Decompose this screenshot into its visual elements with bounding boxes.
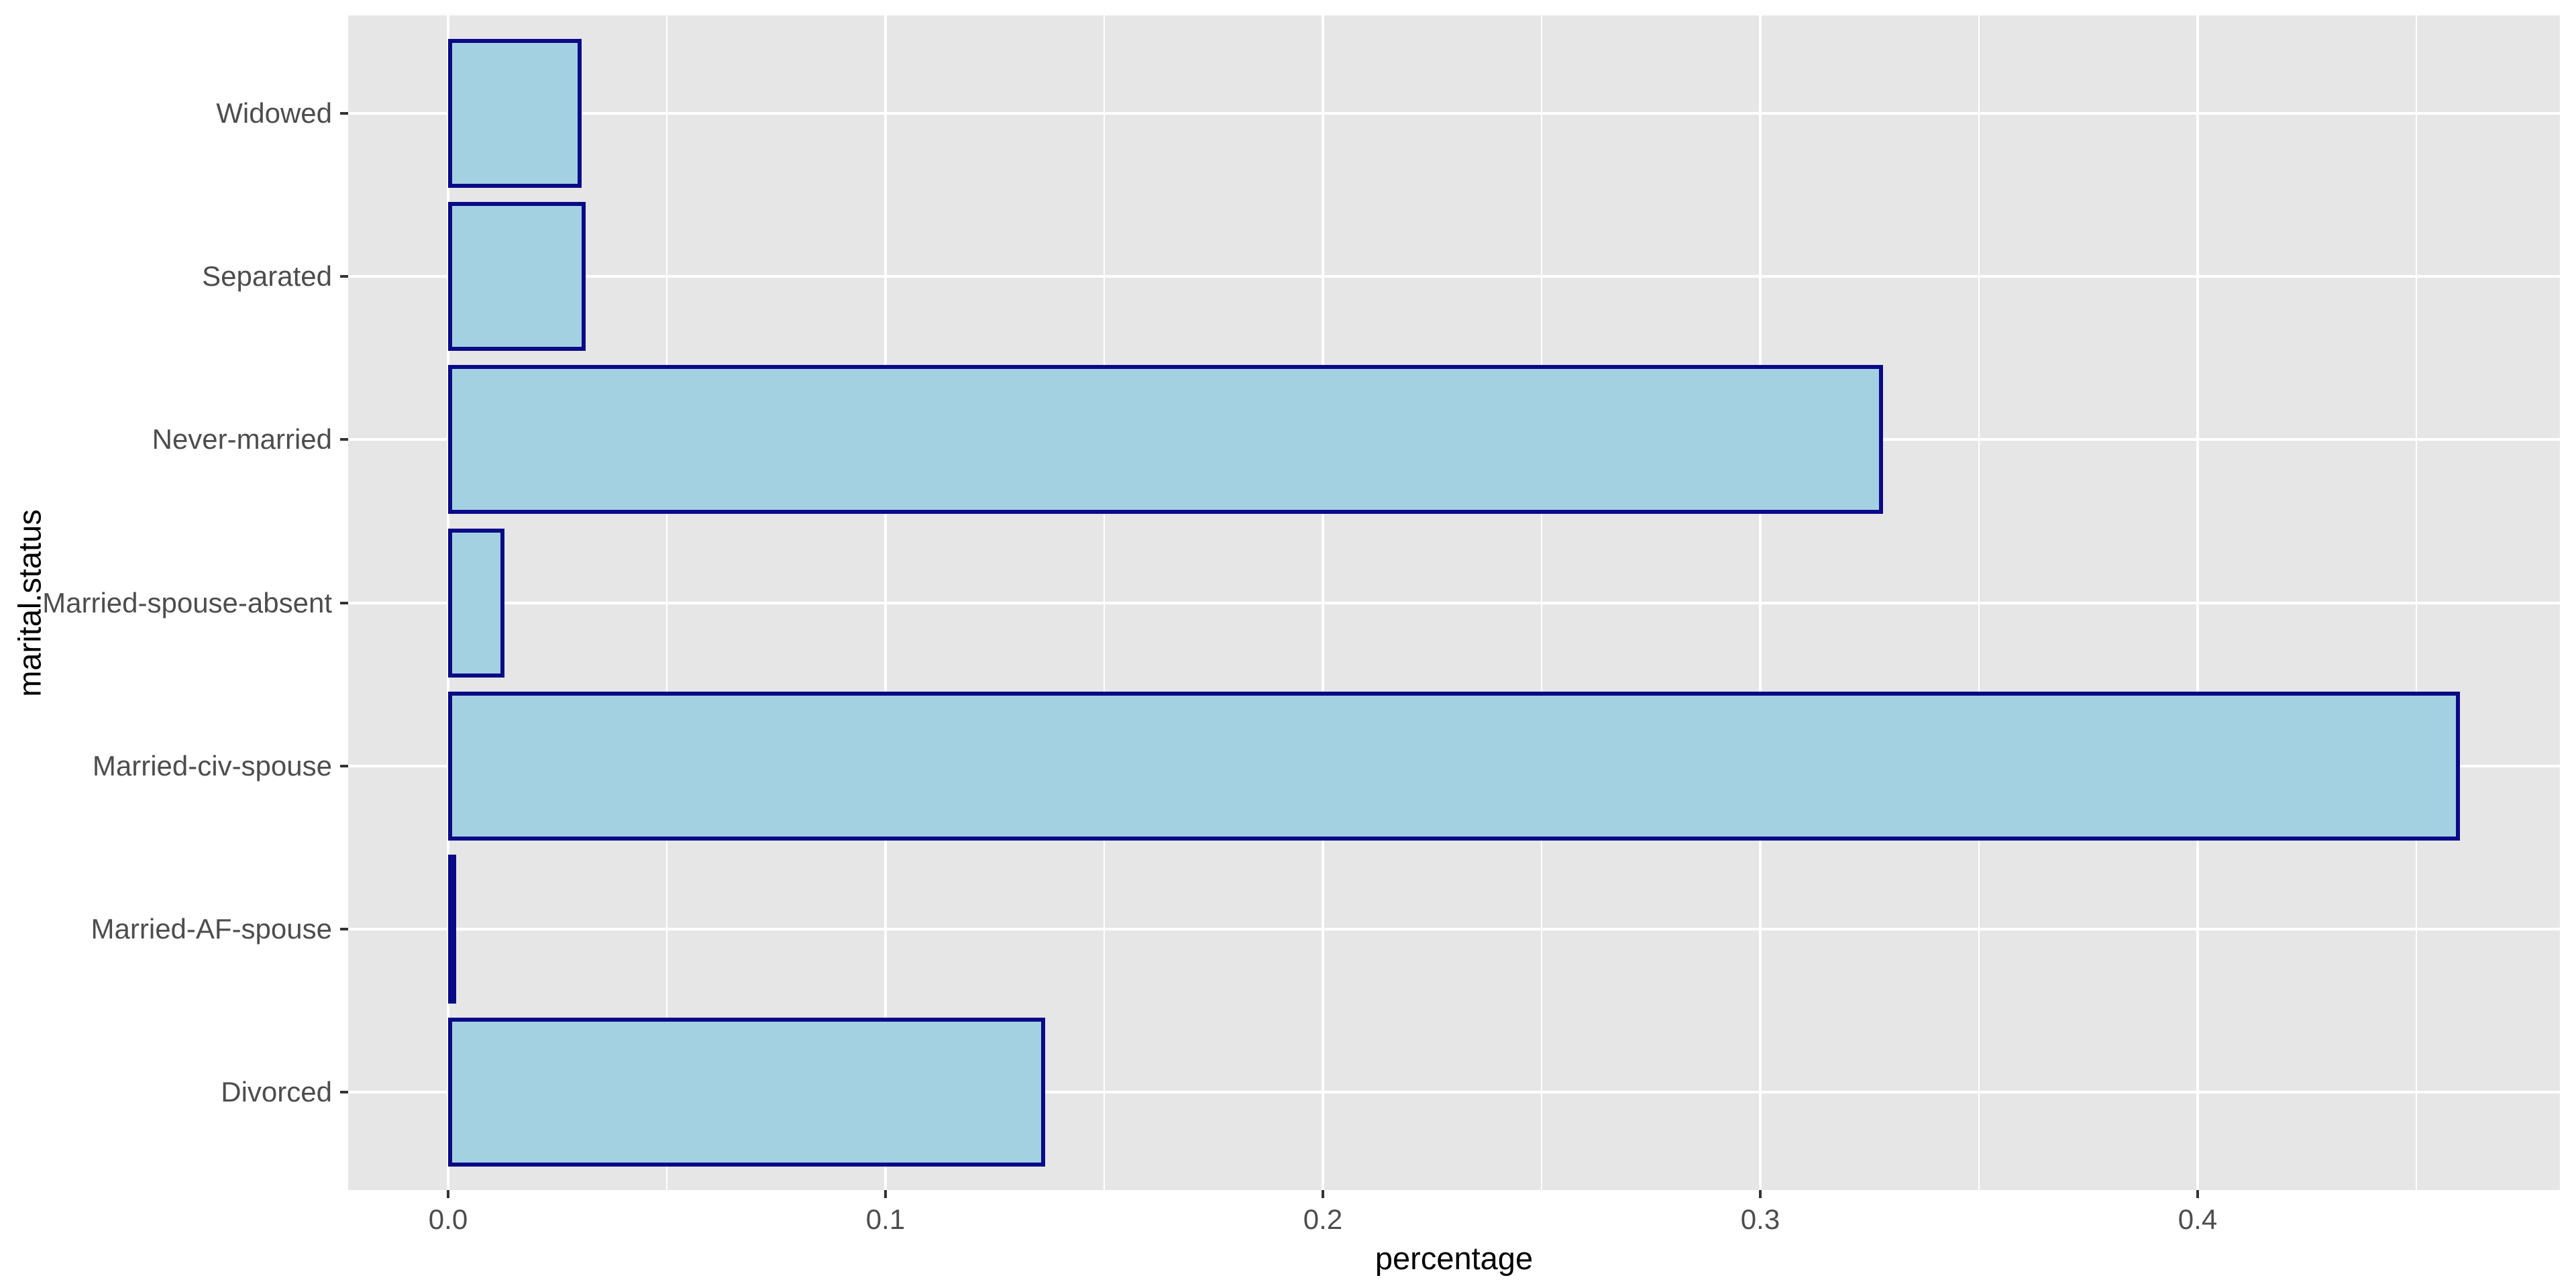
major-gridline-y <box>348 928 2560 930</box>
bar-divorced <box>448 1018 1045 1167</box>
x-tick-label: 0.3 <box>1740 1203 1780 1235</box>
x-tick-mark <box>1322 1190 1324 1198</box>
bar-widowed <box>448 39 582 188</box>
y-tick-mark <box>340 1091 348 1094</box>
major-gridline-y <box>348 601 2560 604</box>
bar-married-civ-spouse <box>448 691 2460 841</box>
y-tick-mark <box>340 601 348 604</box>
major-gridline-y <box>348 1091 2560 1094</box>
y-tick-label-divorced: Divorced <box>221 1076 332 1108</box>
major-gridline-y <box>348 275 2560 278</box>
x-tick-mark <box>2196 1190 2199 1198</box>
y-tick-label-widowed: Widowed <box>216 97 332 129</box>
y-tick-label-never-married: Never-married <box>152 423 332 455</box>
y-tick-label-married-spouse-absent: Married-spouse-absent <box>42 586 332 619</box>
y-tick-mark <box>340 928 348 930</box>
x-tick-mark <box>447 1190 449 1198</box>
x-tick-mark <box>1759 1190 1762 1198</box>
y-tick-mark <box>340 275 348 278</box>
x-axis-title: percentage <box>1375 1240 1534 1276</box>
y-tick-mark <box>340 438 348 441</box>
y-tick-label-married-af-spouse: Married-AF-spouse <box>91 913 332 945</box>
bar-married-spouse-absent <box>448 528 505 678</box>
bar-married-af-spouse <box>448 855 456 1004</box>
x-tick-label: 0.2 <box>1303 1203 1343 1235</box>
bar-separated <box>448 202 586 352</box>
bar-never-married <box>448 365 1883 515</box>
y-tick-mark <box>340 112 348 115</box>
x-tick-mark <box>884 1190 887 1198</box>
y-tick-label-separated: Separated <box>202 260 332 292</box>
y-tick-mark <box>340 764 348 767</box>
x-tick-label: 0.1 <box>865 1203 906 1235</box>
y-axis-title: marital.status <box>11 508 48 697</box>
major-gridline-y <box>348 112 2560 115</box>
y-tick-label-married-civ-spouse: Married-civ-spouse <box>92 749 332 782</box>
x-tick-label: 0.4 <box>2178 1203 2218 1235</box>
x-tick-label: 0.0 <box>428 1203 468 1235</box>
plot-panel <box>348 15 2560 1190</box>
